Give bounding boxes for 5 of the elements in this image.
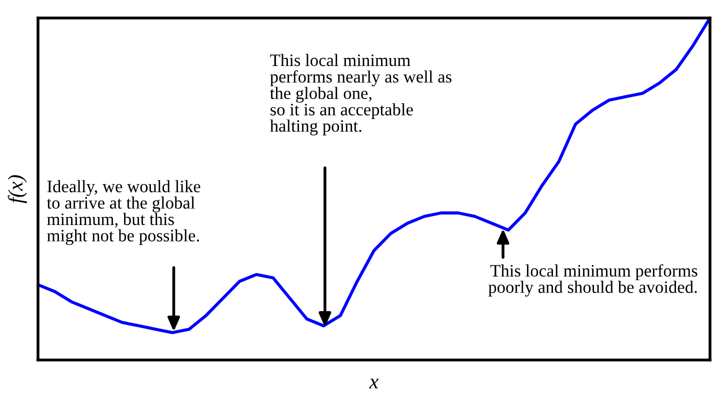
annotation: Ideally, we would like to arrive at the global minimum, but this might not be possible. — [46, 180, 200, 246]
annotation: This local minimum performs nearly as well as the global one, so it is an acceptable halting point. — [270, 54, 452, 136]
y-axis-title: f(x) — [8, 175, 27, 204]
annotation: This local minimum performs poorly and should be avoided. — [488, 264, 698, 297]
x-axis-title: x — [369, 378, 378, 388]
